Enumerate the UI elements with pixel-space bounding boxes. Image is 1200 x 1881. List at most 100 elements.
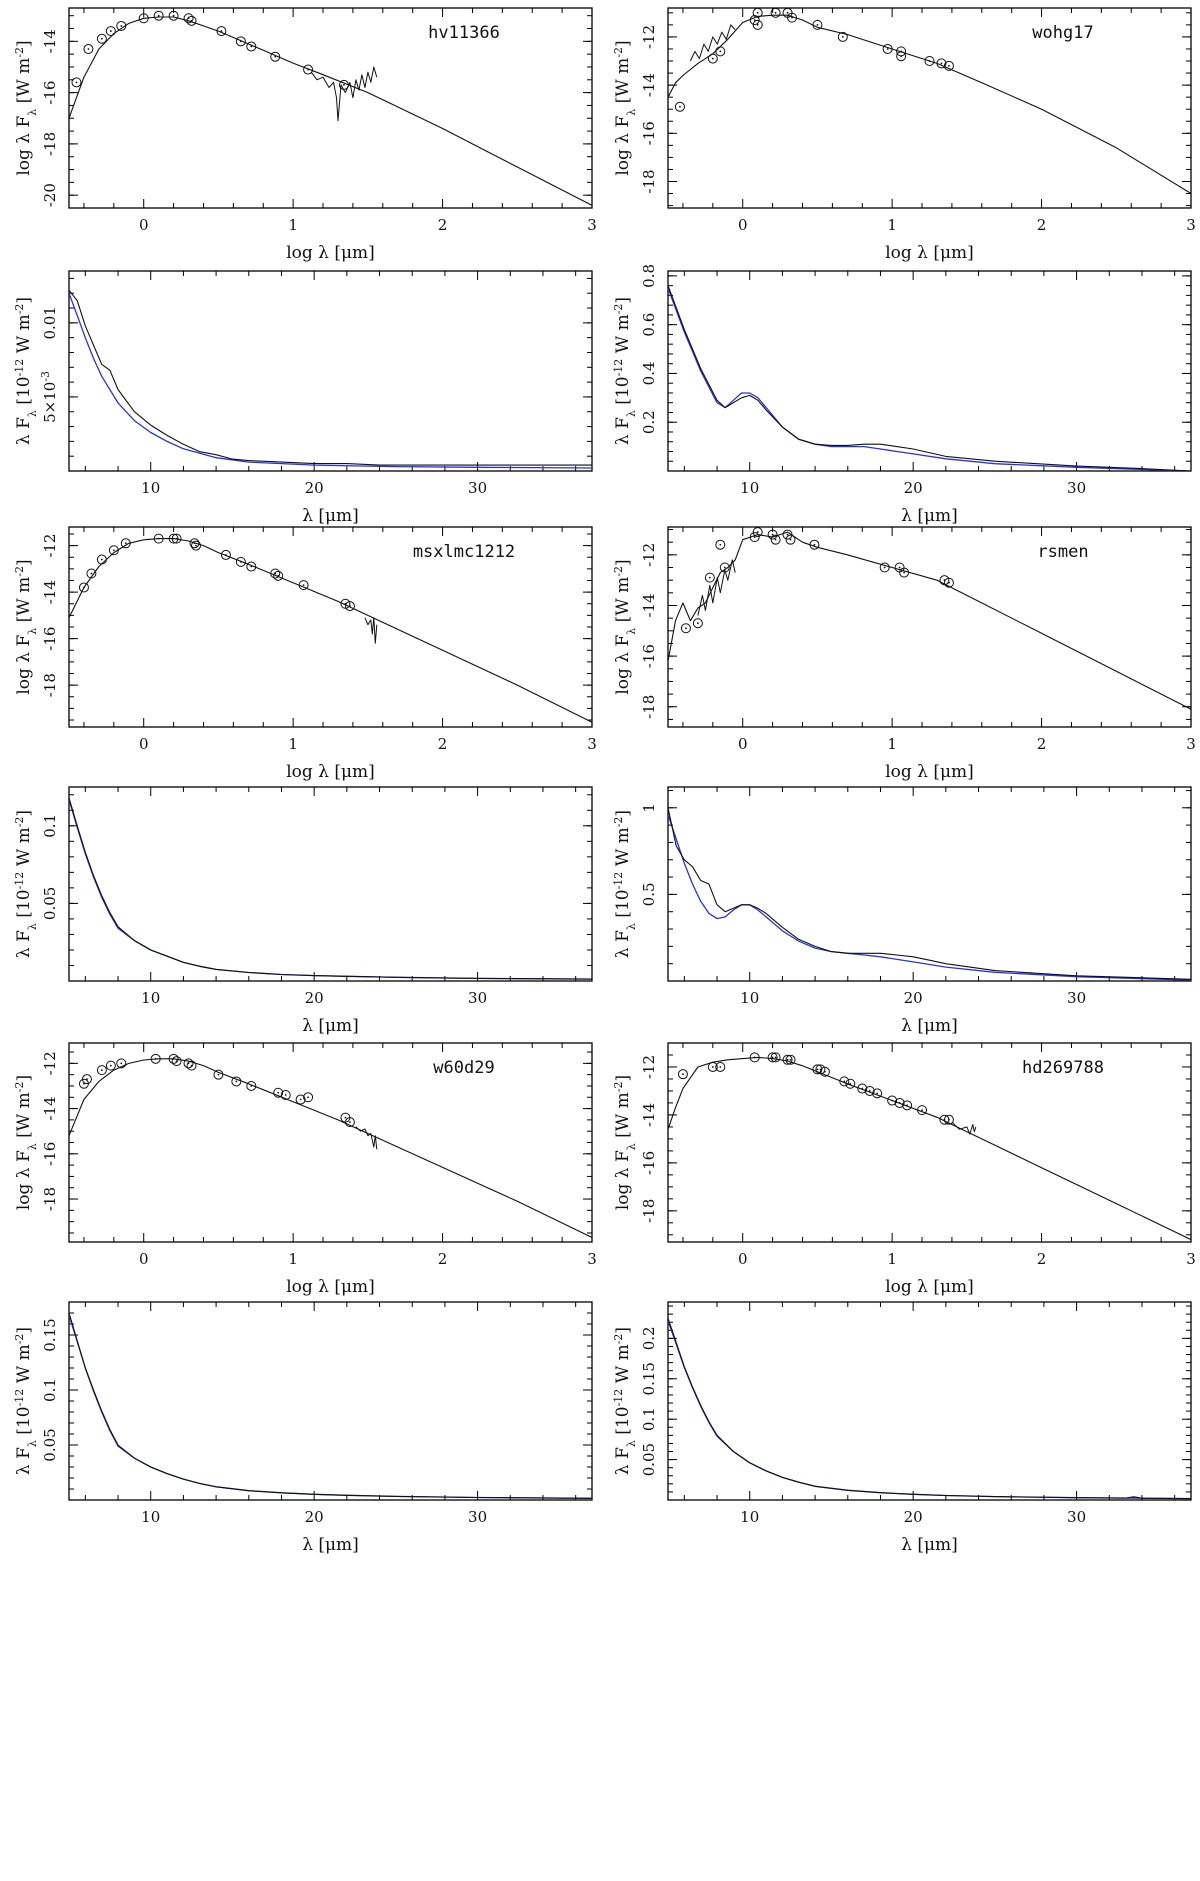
x-tick-label: 30 <box>468 989 487 1007</box>
photometry-point-center <box>756 23 759 26</box>
photometry-point-center <box>343 84 345 86</box>
y-tick-label: -18 <box>640 169 658 193</box>
panel-9: 0 1 2 3 -12 -14 -16 -18 log λ [μm] log λ Fλ [W m-… <box>13 1042 597 1297</box>
photometry-point <box>191 540 202 551</box>
photometry-point <box>96 554 107 565</box>
x-tick-label: 0 <box>738 1250 748 1268</box>
photometry-point-center <box>786 533 789 536</box>
y-tick-label: -18 <box>640 695 658 719</box>
photometry-point <box>338 79 349 90</box>
photometry-point-center <box>816 23 819 26</box>
photometry-point <box>704 572 715 583</box>
photometry-point-center <box>75 81 78 84</box>
photometry-point <box>677 1069 688 1080</box>
y-tick-label: -16 <box>640 121 658 145</box>
y-axis-label: log λ Fλ [W m-2] <box>612 559 638 694</box>
photometry-point <box>894 1097 905 1108</box>
photometry-point <box>270 568 281 579</box>
y-tick-label: -14 <box>41 1097 59 1121</box>
y-axis-label: λ Fλ [10-12 W m-2] <box>13 810 39 958</box>
panel-8: 10 20 30 0.5 1 λ [μm] λ Fλ [10-12 W m-2] <box>612 786 1192 1036</box>
photometry-point <box>96 1065 107 1076</box>
photometry-point <box>298 580 309 591</box>
x-tick-label: 3 <box>1186 216 1196 234</box>
object-name-label: hd269788 <box>1022 1058 1104 1078</box>
x-axis-label: λ [μm] <box>302 1016 359 1036</box>
photometry-point <box>707 53 718 64</box>
y-tick-label: 0.1 <box>640 1407 658 1431</box>
photometry-point-center <box>789 1058 792 1061</box>
photometry-point-center <box>948 1118 950 1121</box>
model-sed-line <box>69 538 592 723</box>
y-tick-label: 0.01 <box>41 306 59 339</box>
photometry-point <box>896 51 907 62</box>
plot-area <box>69 1053 592 1238</box>
plot-area <box>668 8 1191 194</box>
photometry-point-center <box>142 17 145 20</box>
observed-spectrum-line <box>364 617 378 644</box>
photometry-point-center <box>235 1080 238 1083</box>
photometry-point-center <box>83 586 85 589</box>
y-tick-label: -18 <box>41 132 59 156</box>
photometry-point <box>674 101 685 112</box>
y-axis-label: λ Fλ [10-12 W m-2] <box>13 1327 39 1475</box>
plot-frame <box>68 1042 593 1243</box>
model-spectrum-line <box>668 814 1191 981</box>
photometry-point <box>882 43 893 54</box>
x-tick-label: 0 <box>139 1250 149 1268</box>
photometry-point-center <box>843 1080 846 1083</box>
photometry-point-center <box>789 538 792 541</box>
plot-frame <box>667 1042 1192 1243</box>
photometry-point-center <box>948 64 950 67</box>
panel-4: 10 20 30 0.2 0.4 0.6 0.8 λ [μm] λ Fλ [10-12 W m-… <box>612 264 1192 526</box>
plot-area <box>69 10 592 206</box>
photometry-point <box>273 570 284 581</box>
y-tick-label: -14 <box>41 29 59 53</box>
plot-frame <box>667 270 1192 472</box>
panel-6: 0 1 2 3 -12 -14 -16 -18 log λ [μm] log λ Fλ [W m-… <box>612 526 1196 782</box>
photometry-point-center <box>190 19 193 22</box>
photometry-point-center <box>682 1073 684 1076</box>
y-tick-label: -14 <box>41 580 59 604</box>
photometry-point <box>787 12 798 23</box>
plot-area <box>69 1312 592 1499</box>
plot-area <box>668 285 1191 471</box>
x-tick-label: 20 <box>904 989 923 1007</box>
photometry-point <box>943 1114 954 1125</box>
photometry-point-center <box>898 566 901 569</box>
x-tick-label: 20 <box>305 989 324 1007</box>
x-axis-label: λ [μm] <box>901 1535 958 1555</box>
observed-spectrum-line <box>689 24 736 62</box>
photometry-point <box>782 1054 793 1065</box>
observed-spectrum-line <box>668 285 1191 471</box>
x-tick-label: 3 <box>1186 735 1196 753</box>
model-spectrum-line <box>69 799 592 980</box>
y-axis-label: log λ Fλ [W m-2] <box>612 1075 638 1210</box>
photometry-point-center <box>696 622 699 625</box>
photometry-point <box>943 577 954 588</box>
photometry-point-center <box>344 1116 347 1119</box>
x-tick-label: 2 <box>438 735 448 753</box>
y-tick-label: 0.2 <box>640 1326 658 1350</box>
photometry-point <box>231 1076 242 1087</box>
panel-1: 0 1 2 3 -14 -16 -18 -20 log λ [μm] log λ Fλ [W m-… <box>13 7 597 263</box>
photometry-point <box>168 1053 179 1064</box>
photometry-point-center <box>239 560 242 563</box>
object-name-label: w60d29 <box>433 1058 494 1078</box>
photometry-point <box>81 1074 92 1085</box>
photometry-point-center <box>861 1087 864 1090</box>
panel-3: 10 20 30 5×10-3 0.01 λ [μm] λ Fλ [10-12 W m-2] <box>13 270 593 526</box>
photometry-point <box>707 1061 718 1072</box>
photometry-point <box>246 1080 257 1091</box>
plot-area <box>69 797 592 980</box>
photometry-point-center <box>719 50 722 53</box>
photometry-point-center <box>250 565 253 568</box>
photometry-point-center <box>175 1060 178 1062</box>
photometry-point-center <box>791 16 793 19</box>
observed-spectrum-line <box>355 1126 378 1150</box>
photometry-point <box>715 539 726 550</box>
photometry-point-center <box>195 544 197 547</box>
photometry-point-center <box>948 581 950 584</box>
photometry-point-center <box>774 538 777 541</box>
photometry-point-center <box>307 1096 309 1099</box>
